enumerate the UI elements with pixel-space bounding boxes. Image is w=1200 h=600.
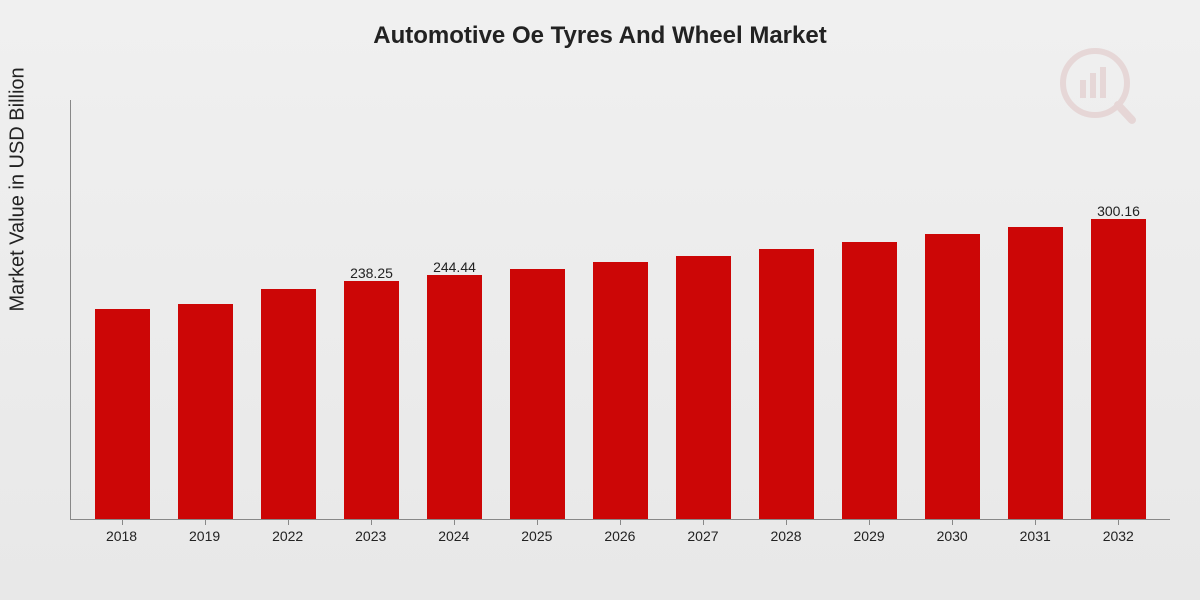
bar: [1091, 219, 1146, 519]
x-tick-label: 2031: [1008, 520, 1063, 544]
y-axis-label: Market Value in USD Billion: [7, 67, 30, 311]
bar-value-label: 300.16: [1097, 203, 1140, 219]
x-axis: 2018 2019 2022 2023 2024 2025 2026 2027 2028 2029…: [70, 520, 1170, 544]
plot-area: 238.25 244.44 300.16: [70, 100, 1170, 520]
x-tick-label: 2022: [260, 520, 315, 544]
x-tick-label: 2024: [426, 520, 481, 544]
bar: [676, 256, 731, 519]
bar-group: [593, 262, 648, 519]
x-tick-label: 2026: [592, 520, 647, 544]
x-tick-label: 2032: [1091, 520, 1146, 544]
bar-group: [261, 289, 316, 519]
bar-value-label: 238.25: [350, 265, 393, 281]
bar-group: [510, 269, 565, 519]
x-tick-label: 2027: [675, 520, 730, 544]
bar-group: 244.44: [427, 275, 482, 519]
bar-group: 238.25: [344, 281, 399, 519]
bar-group: [95, 309, 150, 519]
bar: [261, 289, 316, 519]
x-tick-label: 2029: [842, 520, 897, 544]
bar: [178, 304, 233, 519]
bar-group: [178, 304, 233, 519]
bar: [842, 242, 897, 519]
x-tick-label: 2030: [925, 520, 980, 544]
bar-group: [759, 249, 814, 519]
bar: [344, 281, 399, 519]
bar: [1008, 227, 1063, 519]
x-tick-label: 2023: [343, 520, 398, 544]
chart-title: Automotive Oe Tyres And Wheel Market: [0, 0, 1200, 50]
bar: [95, 309, 150, 519]
bar-value-label: 244.44: [433, 259, 476, 275]
bar-group: [842, 242, 897, 519]
x-tick-label: 2025: [509, 520, 564, 544]
bar-group: 300.16: [1091, 219, 1146, 519]
x-tick-label: 2019: [177, 520, 232, 544]
bar-group: [925, 234, 980, 519]
bar: [427, 275, 482, 519]
bar-group: [676, 256, 731, 519]
bar: [510, 269, 565, 519]
bars-container: 238.25 244.44 300.16: [71, 100, 1170, 519]
bar: [759, 249, 814, 519]
x-tick-label: 2028: [759, 520, 814, 544]
bar: [925, 234, 980, 519]
bar-group: [1008, 227, 1063, 519]
bar: [593, 262, 648, 519]
x-tick-label: 2018: [94, 520, 149, 544]
